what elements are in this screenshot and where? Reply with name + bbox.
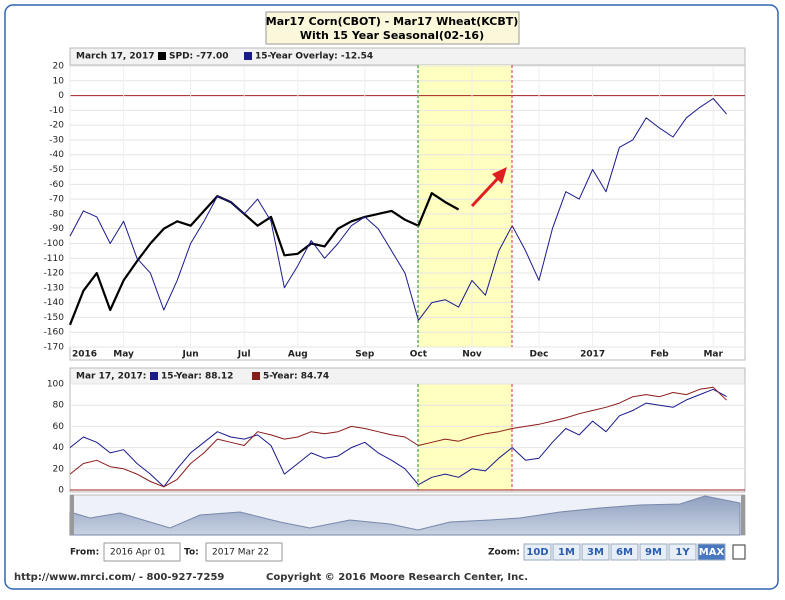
legend-swatch <box>158 52 166 60</box>
y-tick-label: -40 <box>49 150 64 160</box>
y-tick-label: 10 <box>53 76 65 86</box>
x-tick-label: Sep <box>355 350 375 360</box>
zoom-button[interactable] <box>639 543 668 561</box>
y-tick-label: 0 <box>58 486 64 496</box>
zoom-button[interactable] <box>581 543 610 561</box>
y-tick-label: -50 <box>49 165 64 175</box>
y-tick-label: 0 <box>58 91 64 101</box>
upper-frame <box>69 47 746 361</box>
y-tick-label: -170 <box>44 343 65 353</box>
fullscreen-button[interactable] <box>732 544 746 560</box>
to-label: To: <box>184 548 199 558</box>
x-tick-label: 2016 <box>72 350 97 360</box>
x-tick-label: Oct <box>410 350 428 360</box>
legend-label: 5-Year: 84.74 <box>263 372 329 382</box>
legend-label: 15-Year Overlay: -12.54 <box>255 52 373 62</box>
zoom-button[interactable] <box>610 543 639 561</box>
zoom-button-label: 3M <box>587 547 604 558</box>
y-tick-label: -20 <box>49 121 64 131</box>
x-tick-label: Aug <box>288 350 308 360</box>
x-tick-label: Jun <box>182 350 199 360</box>
series-line <box>69 388 727 488</box>
y-tick-label: -80 <box>49 209 64 219</box>
zoom-button-label: 10D <box>526 547 548 558</box>
zoom-button-label: 1M <box>558 547 575 558</box>
y-tick-label: 20 <box>53 62 65 72</box>
highlight-band <box>418 384 512 490</box>
lower-frame <box>69 367 746 493</box>
x-tick-label: 2017 <box>580 350 605 360</box>
y-tick-label: 60 <box>53 422 65 432</box>
x-tick-label: Mar <box>703 350 723 360</box>
legend-label: SPD: -77.00 <box>169 52 228 62</box>
x-tick-label: Nov <box>462 350 482 360</box>
zoom-button[interactable] <box>552 543 581 561</box>
y-tick-label: -120 <box>44 269 65 279</box>
legend-swatch <box>150 372 158 380</box>
to-value: 2017 Mar 22 <box>212 548 269 558</box>
zoom-button-label: 9M <box>645 547 662 558</box>
y-tick-label: 80 <box>53 401 65 411</box>
zoom-label: Zoom: <box>488 548 520 558</box>
title-box <box>265 11 520 45</box>
y-tick-label: 20 <box>53 464 65 474</box>
x-tick-label: Dec <box>530 350 549 360</box>
navigator-handle[interactable] <box>741 495 745 535</box>
y-tick-label: -10 <box>49 106 64 116</box>
legend-label: 15-Year: 88.12 <box>161 372 233 382</box>
y-tick-label: -150 <box>44 313 65 323</box>
zoom-button[interactable] <box>697 543 726 561</box>
footer-contact: http://www.mrci.com/ - 800-927-7259 <box>14 572 224 583</box>
x-tick-label: May <box>113 350 134 360</box>
upper-legend-bar <box>69 47 746 66</box>
subtitle: With 15 Year Seasonal(02-16) <box>300 29 484 42</box>
x-tick-label: Jul <box>237 350 251 360</box>
y-tick-label: -70 <box>49 195 64 205</box>
y-tick-label: -160 <box>44 328 65 338</box>
zoom-button-label: 1Y <box>675 547 690 558</box>
arrow <box>470 174 502 208</box>
from-label: From: <box>70 548 99 558</box>
x-tick-label: Feb <box>650 350 669 360</box>
y-tick-label: 40 <box>53 443 65 453</box>
y-tick-label: -30 <box>49 135 64 145</box>
y-tick-label: -130 <box>44 283 65 293</box>
navigator-area <box>69 495 741 536</box>
title: Mar17 Corn(CBOT) - Mar17 Wheat(KCBT) <box>266 15 519 28</box>
legend-swatch <box>244 52 252 60</box>
highlight-band <box>418 65 512 347</box>
to-input[interactable] <box>205 542 283 562</box>
series-line <box>69 98 727 321</box>
from-value: 2016 Apr 01 <box>110 548 166 558</box>
navigator-handle[interactable] <box>70 495 74 535</box>
y-tick-label: -110 <box>44 254 65 264</box>
y-tick-label: -100 <box>44 239 65 249</box>
series-line <box>69 386 727 488</box>
legend-date: March 17, 2017 <box>76 52 154 62</box>
zoom-button-label: 6M <box>616 547 633 558</box>
legend-swatch <box>252 372 260 380</box>
zoom-button[interactable] <box>668 543 697 561</box>
legend-date: Mar 17, 2017: <box>76 372 146 382</box>
y-tick-label: -140 <box>44 298 65 308</box>
arrow-head <box>492 167 507 184</box>
series-line <box>68 192 460 326</box>
footer-copyright: Copyright © 2016 Moore Research Center, … <box>266 572 528 583</box>
y-tick-label: -60 <box>49 180 64 190</box>
from-input[interactable] <box>103 542 181 562</box>
y-tick-label: -90 <box>49 224 64 234</box>
zoom-button-label: MAX <box>699 547 725 558</box>
y-tick-label: 100 <box>47 380 64 390</box>
zoom-button[interactable] <box>523 543 552 561</box>
